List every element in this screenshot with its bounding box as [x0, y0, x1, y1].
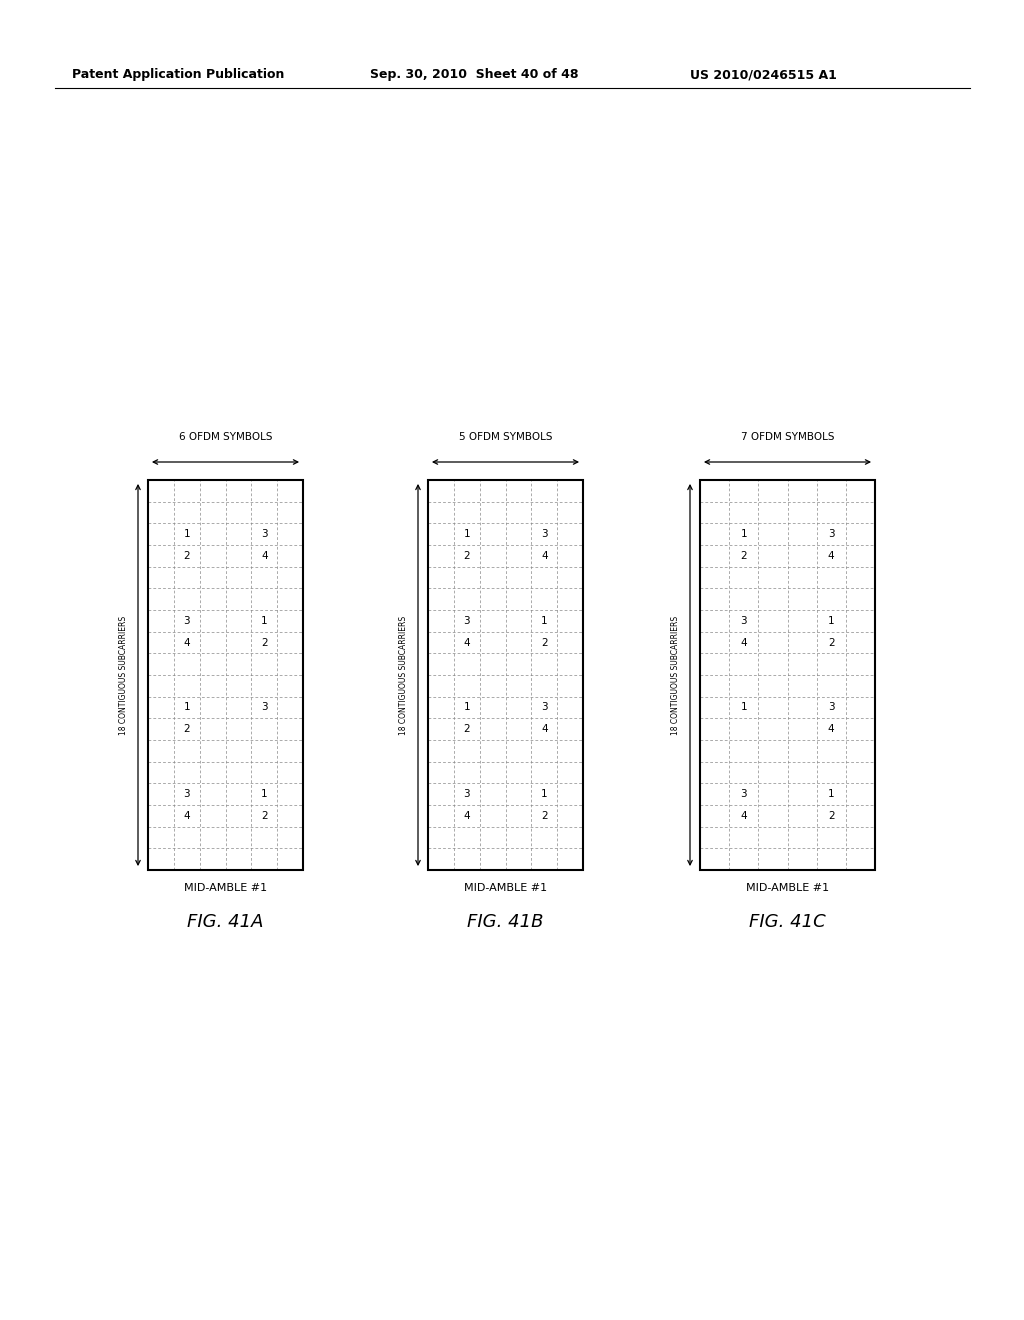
Bar: [700, 480, 874, 870]
Text: 1: 1: [541, 789, 548, 799]
Text: 4: 4: [740, 638, 748, 648]
Text: 1: 1: [464, 702, 470, 713]
Text: 4: 4: [464, 638, 470, 648]
Text: MID-AMBLE #1: MID-AMBLE #1: [184, 883, 267, 894]
Text: 2: 2: [261, 638, 267, 648]
Text: 2: 2: [183, 725, 190, 734]
Text: 2: 2: [828, 638, 835, 648]
Text: 2: 2: [464, 725, 470, 734]
Text: 4: 4: [261, 550, 267, 561]
Text: FIG. 41B: FIG. 41B: [467, 913, 544, 931]
Text: 1: 1: [828, 789, 835, 799]
Text: 1: 1: [261, 616, 267, 626]
Text: 3: 3: [464, 616, 470, 626]
Text: FIG. 41C: FIG. 41C: [750, 913, 826, 931]
Text: 3: 3: [464, 789, 470, 799]
Text: 4: 4: [541, 725, 548, 734]
Text: 3: 3: [740, 616, 748, 626]
Text: 4: 4: [541, 550, 548, 561]
Text: Patent Application Publication: Patent Application Publication: [72, 69, 285, 81]
Text: 1: 1: [740, 529, 748, 539]
Text: 1: 1: [541, 616, 548, 626]
Text: 5 OFDM SYMBOLS: 5 OFDM SYMBOLS: [459, 432, 552, 442]
Text: FIG. 41A: FIG. 41A: [187, 913, 264, 931]
Text: 6 OFDM SYMBOLS: 6 OFDM SYMBOLS: [179, 432, 272, 442]
Text: 3: 3: [183, 616, 190, 626]
Text: 4: 4: [464, 810, 470, 821]
Text: 3: 3: [261, 702, 267, 713]
Text: US 2010/0246515 A1: US 2010/0246515 A1: [690, 69, 837, 81]
Text: 1: 1: [740, 702, 748, 713]
Text: 18 CONTIGUOUS SUBCARRIERS: 18 CONTIGUOUS SUBCARRIERS: [399, 615, 409, 734]
Text: 2: 2: [828, 810, 835, 821]
Text: 2: 2: [740, 550, 748, 561]
Text: 3: 3: [828, 529, 835, 539]
Text: 7 OFDM SYMBOLS: 7 OFDM SYMBOLS: [740, 432, 835, 442]
Text: 3: 3: [541, 702, 548, 713]
Text: 1: 1: [261, 789, 267, 799]
Text: 3: 3: [261, 529, 267, 539]
Text: 1: 1: [828, 616, 835, 626]
Text: 4: 4: [828, 725, 835, 734]
Text: Sep. 30, 2010  Sheet 40 of 48: Sep. 30, 2010 Sheet 40 of 48: [370, 69, 579, 81]
Text: 1: 1: [464, 529, 470, 539]
Text: 2: 2: [464, 550, 470, 561]
Bar: [428, 480, 583, 870]
Text: 2: 2: [541, 810, 548, 821]
Text: 2: 2: [183, 550, 190, 561]
Text: 18 CONTIGUOUS SUBCARRIERS: 18 CONTIGUOUS SUBCARRIERS: [672, 615, 681, 734]
Text: 1: 1: [183, 529, 190, 539]
Text: MID-AMBLE #1: MID-AMBLE #1: [745, 883, 829, 894]
Text: 4: 4: [740, 810, 748, 821]
Text: 2: 2: [261, 810, 267, 821]
Text: MID-AMBLE #1: MID-AMBLE #1: [464, 883, 547, 894]
Text: 4: 4: [828, 550, 835, 561]
Text: 3: 3: [740, 789, 748, 799]
Text: 1: 1: [183, 702, 190, 713]
Bar: [148, 480, 303, 870]
Text: 4: 4: [183, 810, 190, 821]
Text: 4: 4: [183, 638, 190, 648]
Text: 3: 3: [828, 702, 835, 713]
Text: 18 CONTIGUOUS SUBCARRIERS: 18 CONTIGUOUS SUBCARRIERS: [120, 615, 128, 734]
Text: 2: 2: [541, 638, 548, 648]
Text: 3: 3: [183, 789, 190, 799]
Text: 3: 3: [541, 529, 548, 539]
